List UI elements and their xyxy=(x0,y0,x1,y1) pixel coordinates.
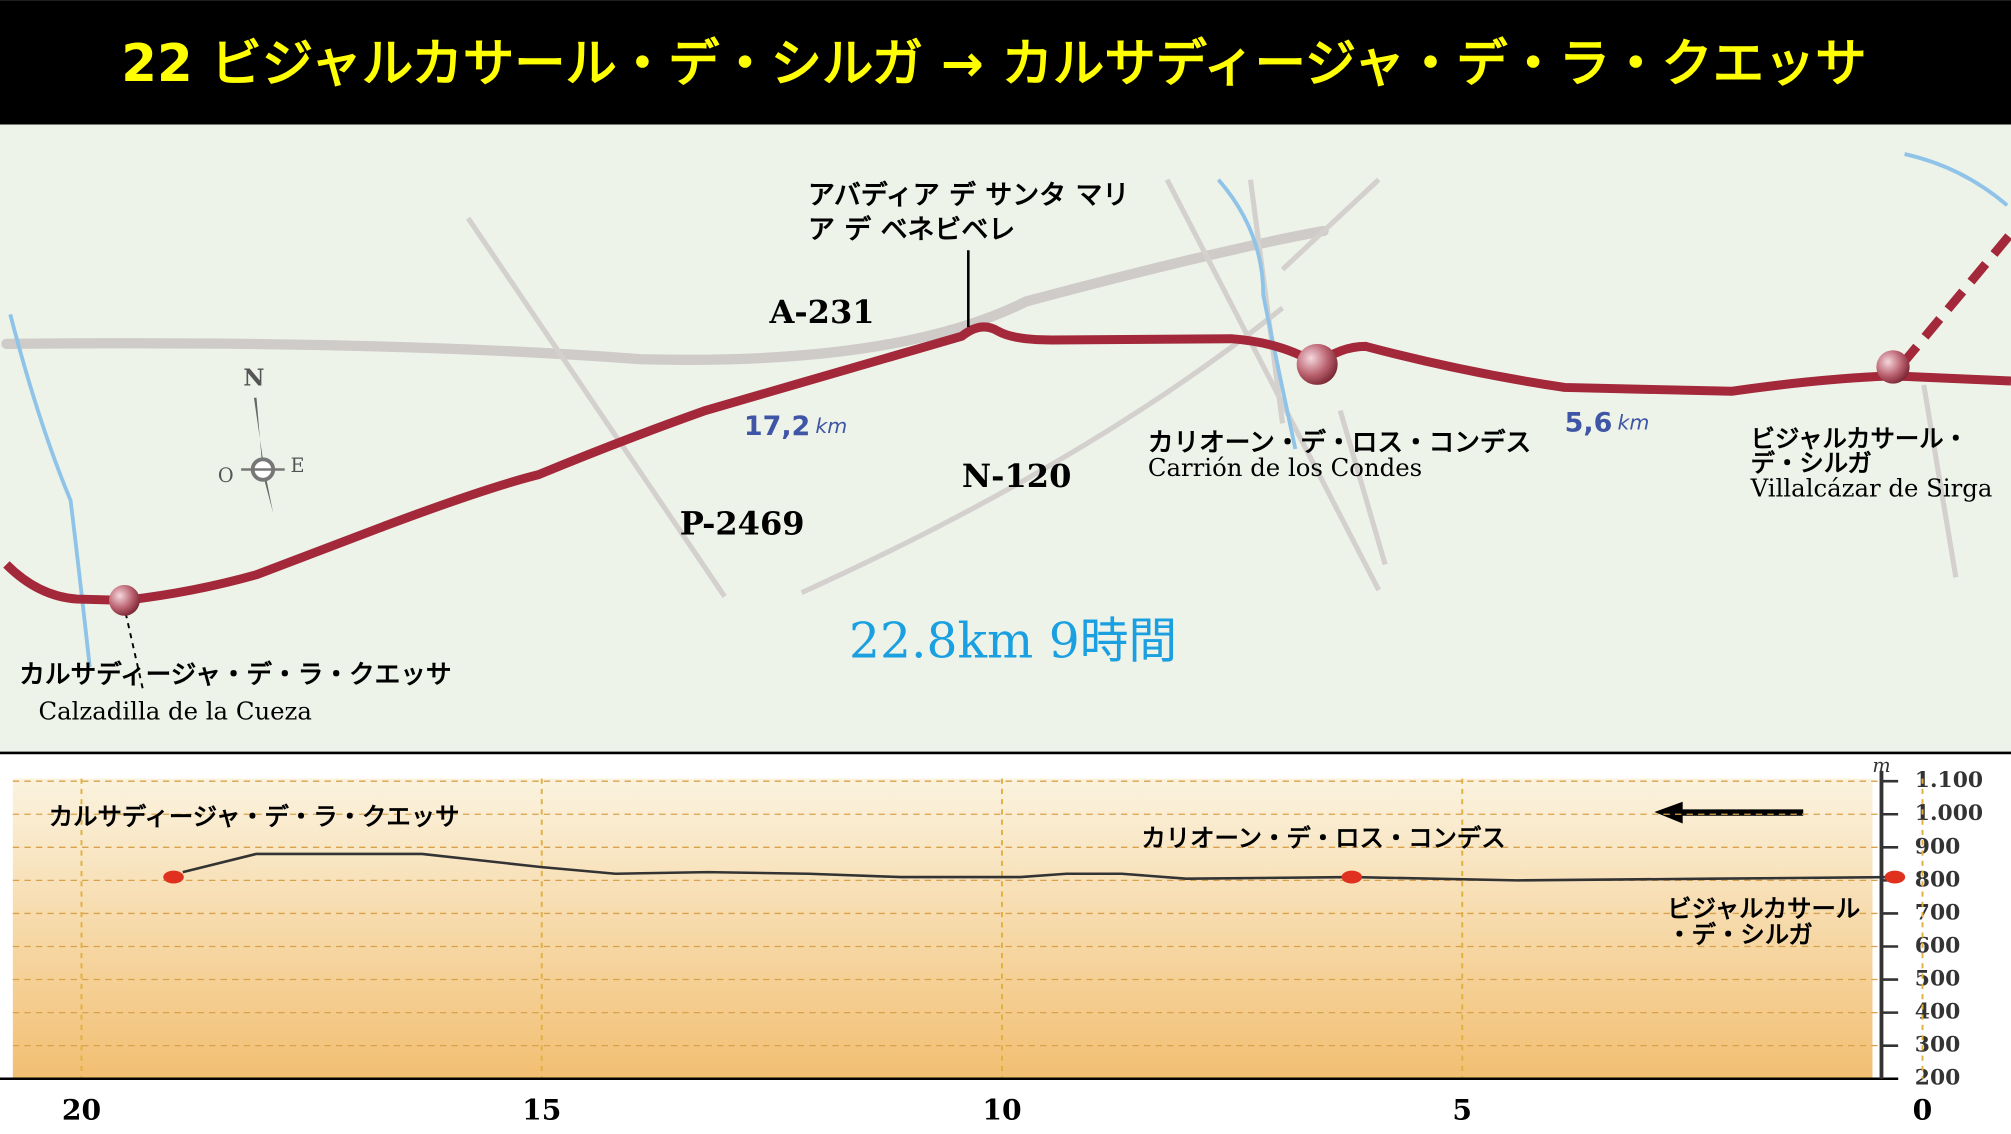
town-label: カリオーン・デ・ロス・コンデス xyxy=(1141,824,1505,853)
compass-label: E xyxy=(291,454,305,477)
y-tick-label: 1.000 xyxy=(1915,801,1983,826)
route-branch xyxy=(1898,230,2011,368)
town-marker xyxy=(1884,870,1906,884)
abbey-label: アバディア デ サンタ マリ xyxy=(808,179,1129,211)
distance-unit: km xyxy=(815,414,847,438)
direction-arrow xyxy=(1654,801,1804,824)
title: 22 ビジャルカサール・デ・シルガ → カルサディージャ・デ・ラ・クエッサ xyxy=(121,34,1866,94)
y-unit: m xyxy=(1872,754,1890,777)
town-label: Calzadilla de la Cueza xyxy=(38,697,311,726)
town-marker xyxy=(1876,350,1910,384)
town-marker xyxy=(1296,343,1338,385)
abbey-label: ア デ ベネビベレ xyxy=(808,213,1015,245)
road-label: P-2469 xyxy=(680,504,805,542)
distance-value: 17,2 xyxy=(744,411,810,442)
road xyxy=(1,225,1329,365)
compass-label: O xyxy=(218,464,234,487)
compass-needle xyxy=(253,397,274,514)
plot-bg xyxy=(12,778,1873,1079)
town-label: デ・シルガ xyxy=(1751,448,1872,477)
distance: 17,2 km xyxy=(744,411,847,442)
map-bg xyxy=(0,124,2011,753)
town-label: カルサディージャ・デ・ラ・クエッサ xyxy=(19,659,451,690)
map: アバディア デ サンタ マリ ア デ ベネビベレ A-231 N-120 P-2… xyxy=(0,124,2011,753)
road-label: N-120 xyxy=(962,457,1072,495)
town-label: Carrión de los Condes xyxy=(1148,453,1422,482)
y-tick-label: 400 xyxy=(1915,1000,1961,1025)
town-label: ・デ・シルガ xyxy=(1667,920,1812,949)
y-tick-label: 1.100 xyxy=(1915,768,1983,793)
leader xyxy=(124,612,145,693)
town-marker xyxy=(163,870,184,884)
town-label: ビジャルカサール・ xyxy=(1751,424,1968,453)
town-label: ビジャルカサール xyxy=(1667,894,1860,923)
elevation-line xyxy=(182,852,1895,882)
town-marker xyxy=(1341,870,1363,884)
x-tick-label: 15 xyxy=(522,1094,561,1127)
distance-unit: km xyxy=(1618,410,1650,434)
distance: 5,6 km xyxy=(1565,407,1650,438)
x-tick-label: 5 xyxy=(1452,1094,1472,1127)
total: 22.8km 9時間 xyxy=(849,614,1177,670)
x-tick-label: 0 xyxy=(1913,1094,1933,1127)
road-label: A-231 xyxy=(769,293,875,331)
town-marker xyxy=(109,584,140,616)
route xyxy=(3,322,2011,605)
distance-value: 5,6 xyxy=(1565,407,1613,438)
x-tick-label: 10 xyxy=(982,1094,1021,1127)
x-tick-label: 20 xyxy=(62,1094,101,1127)
town-label: Villalcázar de Sirga xyxy=(1750,474,1993,503)
town-label: カルサディージャ・デ・ラ・クエッサ xyxy=(49,802,460,831)
compass-label: N xyxy=(243,365,264,392)
town-label: カリオーン・デ・ロス・コンデス xyxy=(1148,427,1531,458)
title-bar xyxy=(0,0,2011,125)
